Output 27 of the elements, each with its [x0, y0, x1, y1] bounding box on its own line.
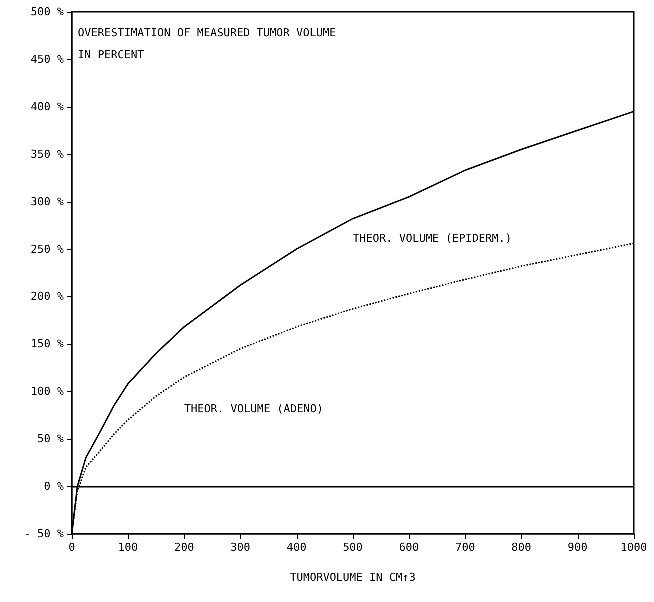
- y-tick-label: - 50 %: [24, 528, 64, 540]
- y-tick-label: 100 %: [30, 385, 64, 398]
- x-tick-label: 300: [230, 541, 251, 554]
- x-tick-label: 900: [568, 541, 588, 554]
- y-tick-label: 300 %: [30, 195, 64, 208]
- series-label: THEOR. VOLUME (EPIDERM.): [353, 232, 512, 245]
- y-tick-label: 150 %: [30, 338, 64, 351]
- x-tick-label: 200: [174, 541, 194, 554]
- x-tick-label: 500: [343, 541, 363, 554]
- y-tick-label: 0 %: [44, 480, 64, 494]
- y-tick-label: 200 %: [30, 290, 64, 304]
- x-tick-label: 700: [455, 541, 476, 554]
- x-tick-label: 400: [286, 541, 307, 554]
- y-tick-label: 250 %: [30, 242, 64, 256]
- x-tick-label: 600: [399, 541, 420, 554]
- x-tick-label: 100: [118, 541, 138, 554]
- x-axis-title: TUMORVOLUME IN CM↑3: [290, 571, 416, 584]
- x-tick-label: 1000: [620, 541, 648, 554]
- x-tick-label: 0: [68, 541, 76, 554]
- y-tick-label: 350 %: [30, 148, 64, 161]
- x-tick-label: 800: [512, 541, 532, 554]
- series-label: THEOR. VOLUME (ADENO): [184, 402, 324, 416]
- y-tick-label: 50 %: [38, 432, 64, 446]
- y-tick-label: 400 %: [30, 100, 64, 114]
- y-tick-label: 500 %: [30, 6, 64, 18]
- y-tick-label: 450 %: [30, 52, 64, 66]
- text: OVERESTIMATION OF MEASURED TUMOR VOLUME IN PERCENT: [78, 26, 336, 62]
